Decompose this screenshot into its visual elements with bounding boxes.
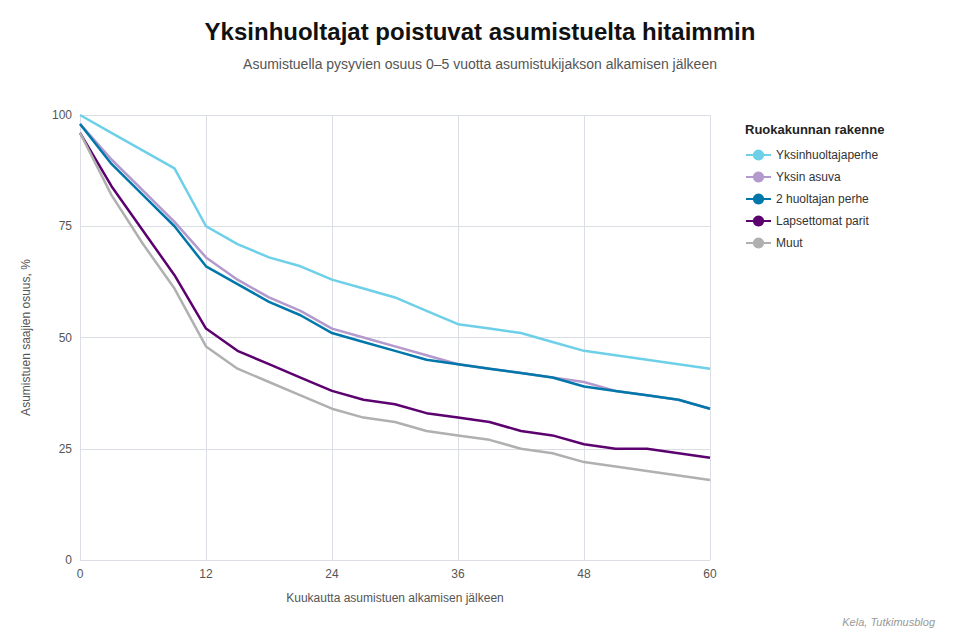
svg-text:24: 24 bbox=[325, 567, 339, 581]
svg-text:36: 36 bbox=[451, 567, 465, 581]
svg-text:75: 75 bbox=[59, 219, 73, 233]
svg-text:0: 0 bbox=[65, 553, 72, 567]
svg-text:2 huoltajan perhe: 2 huoltajan perhe bbox=[776, 192, 869, 206]
svg-text:Kela, Tutkimusblog: Kela, Tutkimusblog bbox=[842, 616, 936, 628]
svg-text:0: 0 bbox=[77, 567, 84, 581]
svg-text:Asumistuen saajien osuus, %: Asumistuen saajien osuus, % bbox=[19, 259, 33, 416]
svg-text:Ruokakunnan rakenne: Ruokakunnan rakenne bbox=[745, 122, 884, 137]
svg-text:50: 50 bbox=[59, 331, 73, 345]
svg-text:Yksinhuoltajaperhe: Yksinhuoltajaperhe bbox=[776, 148, 878, 162]
svg-text:48: 48 bbox=[577, 567, 591, 581]
svg-text:Yksinhuoltajat poistuvat asumi: Yksinhuoltajat poistuvat asumistuelta hi… bbox=[205, 18, 756, 45]
svg-text:60: 60 bbox=[703, 567, 717, 581]
svg-text:25: 25 bbox=[59, 442, 73, 456]
svg-text:12: 12 bbox=[199, 567, 213, 581]
svg-text:Yksin asuva: Yksin asuva bbox=[776, 170, 841, 184]
svg-text:Kuukautta asumistuen alkamisen: Kuukautta asumistuen alkamisen jälkeen bbox=[286, 591, 503, 605]
svg-text:Lapsettomat parit: Lapsettomat parit bbox=[776, 214, 869, 228]
svg-text:100: 100 bbox=[52, 108, 72, 122]
svg-text:Asumistuella pysyvien osuus 0–: Asumistuella pysyvien osuus 0–5 vuotta a… bbox=[243, 56, 717, 72]
svg-text:Muut: Muut bbox=[776, 236, 803, 250]
